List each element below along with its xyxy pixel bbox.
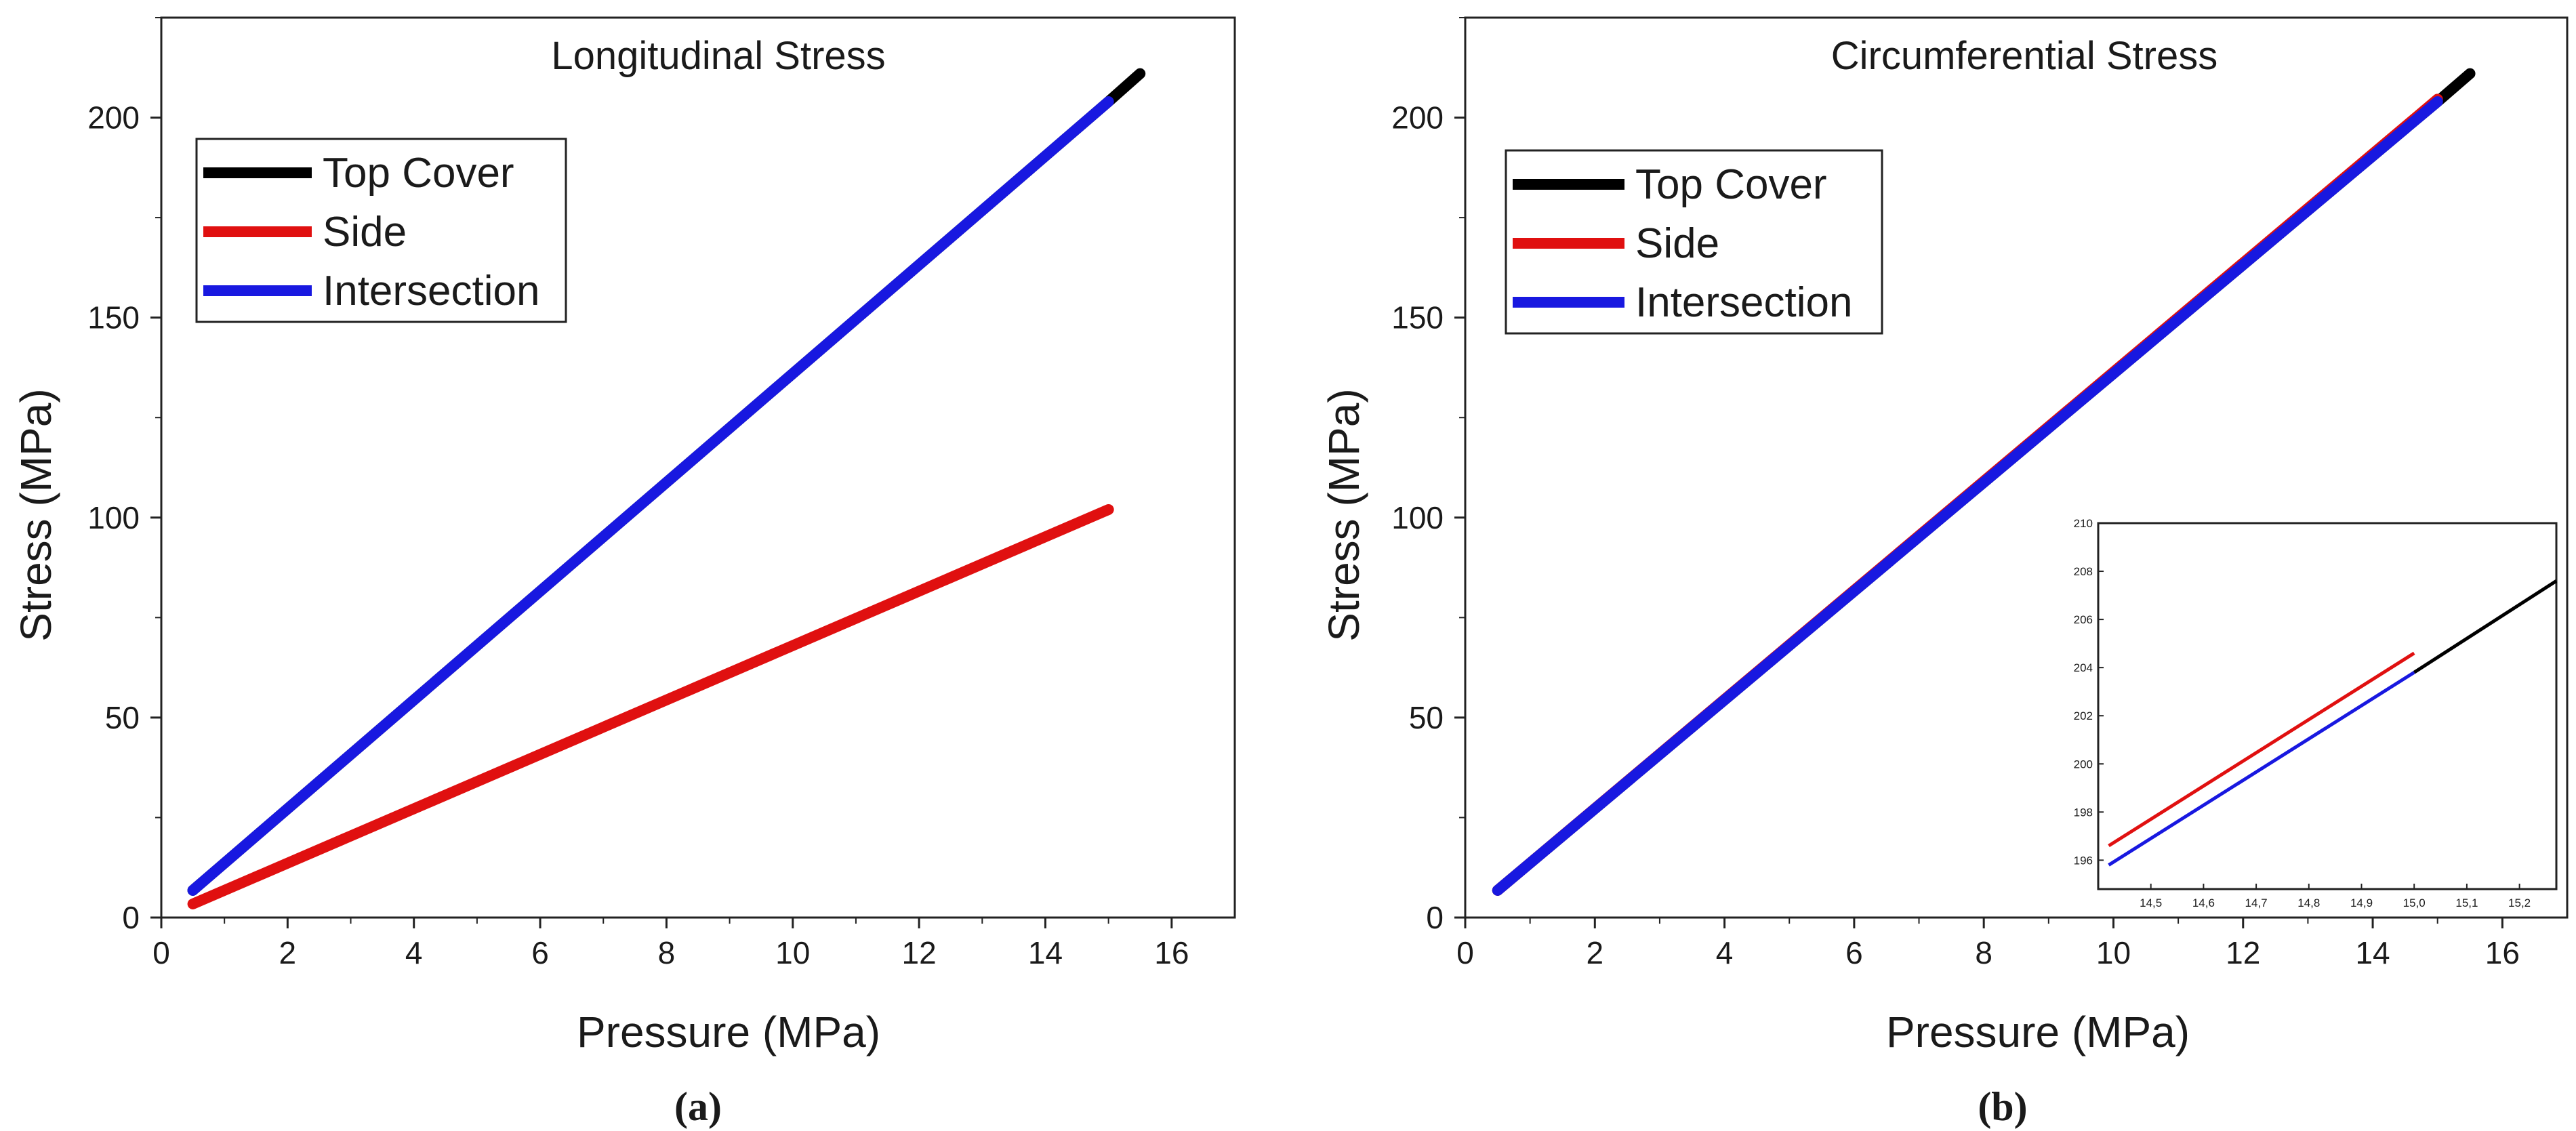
x-tick-label: 10 [2096,935,2131,970]
x-tick-label: 0 [152,935,170,970]
x-tick-label: 12 [902,935,937,970]
legend-label: Top Cover [1635,161,1827,208]
inset-y-tick-label: 198 [2074,806,2093,819]
x-tick-label: 8 [658,935,676,970]
x-axis-label: Pressure (MPa) [1886,1008,2190,1056]
panel-caption: (a) [674,1084,722,1129]
inset-x-tick-label: 14,7 [2245,897,2268,909]
inset-x-tick-label: 14,5 [2140,897,2162,909]
inset-chart: 14,5 14,6 14,7 14,8 14,9 15,0 15,1 15,2 196 198 20… [2074,517,2558,909]
inset-y-tick-label: 196 [2074,854,2093,867]
x-tick-label: 6 [531,935,549,970]
x-tick-label: 6 [1845,935,1863,970]
legend-label: Side [323,209,407,255]
y-tick-label: 50 [105,700,140,735]
legend-label: Intersection [323,268,540,314]
legend-label: Intersection [1635,279,1853,326]
x-tick-label: 16 [2485,935,2520,970]
chart-panel-a: 0 2 4 6 8 10 12 14 16 0 50 100 150 200 Top Cover Side In… [12,16,1236,1129]
y-tick-label: 0 [122,900,140,935]
inset-series-line-top-cover [2413,579,2558,674]
panel-caption: (b) [1978,1084,2027,1129]
y-tick-label: 100 [1391,500,1444,535]
chart-title: Circumferential Stress [1831,34,2217,78]
x-tick-label: 12 [2226,935,2260,970]
inset-x-tick-label: 15,2 [2508,897,2531,909]
y-axis-label: Stress (MPa) [12,388,60,641]
inset-series-line-intersection [2108,671,2415,867]
plot-frame [1464,16,2569,919]
series-line-intersection [1492,96,2443,896]
inset-y-tick-label: 204 [2074,661,2093,674]
y-tick-label: 50 [1409,700,1444,735]
inset-x-tick-label: 14,6 [2192,897,2215,909]
chart-panel-b: 0 2 4 6 8 10 12 14 16 0 50 100 150 200 Top Cover Side In… [1320,16,2569,1129]
x-tick-label: 4 [1716,935,1734,970]
x-axis-label: Pressure (MPa) [577,1008,880,1056]
y-tick-label: 150 [87,300,140,335]
y-axis-label: Stress (MPa) [1320,388,1368,641]
legend-label: Top Cover [323,150,514,197]
series-line-side [187,503,1114,909]
inset-x-tick-label: 14,8 [2297,897,2320,909]
x-tick-label: 0 [1456,935,1474,970]
inset-y-tick-label: 202 [2074,710,2093,722]
y-tick-label: 150 [1391,300,1444,335]
y-tick-label: 100 [87,500,140,535]
inset-x-tick-label: 15,1 [2455,897,2478,909]
inset-y-tick-label: 208 [2074,565,2093,578]
x-tick-label: 4 [405,935,423,970]
inset-x-tick-label: 14,9 [2350,897,2373,909]
legend: Top Cover Side Intersection [195,138,567,323]
inset-y-tick-label: 200 [2074,758,2093,770]
legend: Top Cover Side Intersection [1505,149,1883,335]
x-tick-label: 10 [775,935,810,970]
x-tick-label: 14 [1028,935,1063,970]
inset-y-tick-label: 210 [2074,517,2093,530]
x-tick-label: 8 [1975,935,1992,970]
x-tick-label: 2 [1586,935,1603,970]
x-tick-label: 14 [2355,935,2390,970]
inset-series-line-side [2108,651,2415,848]
series-line-intersection [187,96,1114,896]
y-tick-label: 0 [1426,900,1444,935]
inset-y-tick-label: 206 [2074,613,2093,626]
legend-label: Side [1635,220,1719,267]
x-tick-label: 2 [279,935,297,970]
plot-frame [160,16,1236,919]
x-tick-label: 16 [1154,935,1189,970]
inset-x-tick-label: 15,0 [2403,897,2426,909]
y-tick-label: 200 [1391,100,1444,136]
y-tick-label: 200 [87,100,140,136]
chart-title: Longitudinal Stress [551,34,885,78]
